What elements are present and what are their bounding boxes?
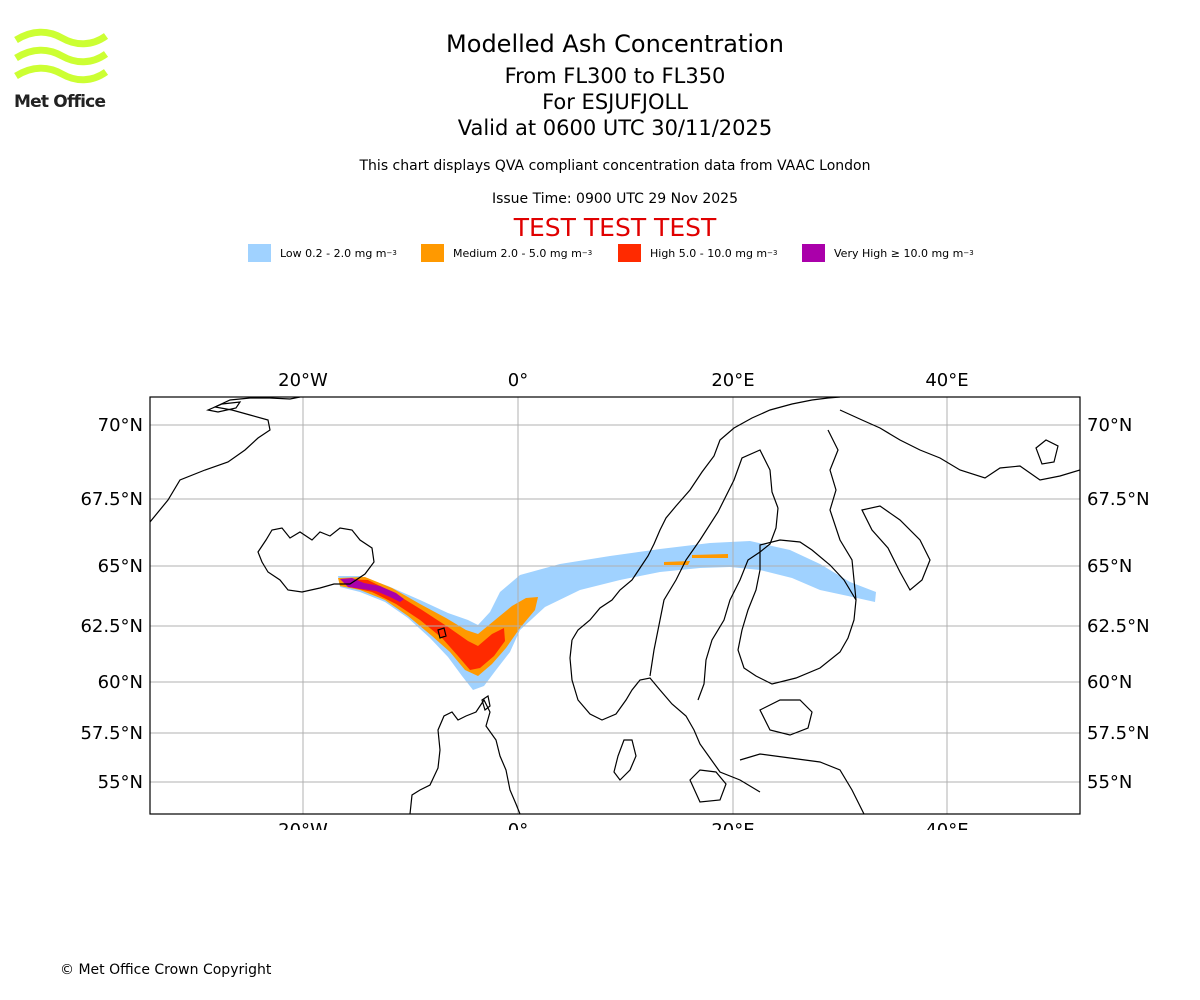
lon-tick-top: 40°E — [925, 370, 968, 391]
legend-unit-exponent: −3 — [386, 249, 397, 257]
ash-plume-very-high — [340, 578, 404, 602]
issue-time: Issue Time: 0900 UTC 29 Nov 2025 — [491, 191, 739, 207]
map-frame — [149, 396, 1081, 815]
legend-item-low: Low 0.2 - 2.0 mg m −3 — [248, 244, 397, 262]
latitude-ticks-left: 70°N 67.5°N 65°N 62.5°N 60°N 57.5°N 55°N — [80, 415, 143, 793]
lat-tick-left: 65°N — [98, 556, 143, 577]
lat-tick-right: 62.5°N — [1087, 616, 1150, 637]
lon-tick-top: 20°W — [278, 370, 328, 391]
copyright-notice: © Met Office Crown Copyright — [60, 962, 272, 978]
legend-swatch-medium — [421, 244, 444, 262]
ash-plume-high — [340, 579, 505, 670]
test-banner: TEST TEST TEST — [513, 213, 717, 242]
legend-label-high: High 5.0 - 10.0 mg m — [650, 246, 768, 260]
legend-swatch-low — [248, 244, 271, 262]
legend-label-low: Low 0.2 - 2.0 mg m — [280, 246, 387, 260]
compliance-note: This chart displays QVA compliant concen… — [359, 158, 871, 174]
legend-label-medium: Medium 2.0 - 5.0 mg m — [453, 246, 582, 260]
graticule — [150, 397, 1080, 814]
lat-tick-right: 60°N — [1087, 672, 1132, 693]
chart-title: Modelled Ash Concentration — [446, 30, 784, 58]
legend-item-high: High 5.0 - 10.0 mg m −3 — [618, 244, 777, 262]
lon-tick-top: 20°E — [711, 370, 754, 391]
legend-unit-exponent: −3 — [767, 249, 778, 257]
coastlines — [150, 397, 1080, 814]
legend-unit-exponent: −3 — [963, 249, 974, 257]
lon-tick-bottom: 0° — [508, 820, 528, 830]
lon-tick-bottom: 20°W — [278, 820, 328, 830]
lat-tick-left: 55°N — [98, 772, 143, 793]
met-office-wave-icon — [14, 28, 109, 84]
ash-patch-medium — [664, 554, 728, 565]
met-office-logo: Met Office — [14, 28, 109, 112]
lat-tick-left: 60°N — [98, 672, 143, 693]
logo-text: Met Office — [14, 92, 106, 112]
legend-item-medium: Medium 2.0 - 5.0 mg m −3 — [421, 244, 592, 262]
lat-tick-left: 57.5°N — [80, 723, 143, 744]
longitude-ticks-bottom: 20°W 0° 20°E 40°E — [278, 820, 968, 830]
lat-tick-left: 67.5°N — [80, 489, 143, 510]
volcano-name: For ESJUFJOLL — [542, 90, 688, 114]
lat-tick-right: 65°N — [1087, 556, 1132, 577]
flight-level-range: From FL300 to FL350 — [504, 64, 726, 88]
lat-tick-left: 70°N — [98, 415, 143, 436]
legend-unit-exponent: −3 — [581, 249, 593, 257]
legend-item-very-high: Very High ≥ 10.0 mg m −3 — [802, 244, 974, 262]
longitude-ticks-top: 20°W 0° 20°E 40°E — [278, 370, 968, 391]
legend-swatch-very-high — [802, 244, 825, 262]
lat-tick-left: 62.5°N — [80, 616, 143, 637]
lon-tick-top: 0° — [508, 370, 528, 391]
lat-tick-right: 57.5°N — [1087, 723, 1150, 744]
legend-swatch-high — [618, 244, 641, 262]
lat-tick-right: 67.5°N — [1087, 489, 1150, 510]
lat-tick-right: 70°N — [1087, 415, 1132, 436]
valid-time: Valid at 0600 UTC 30/11/2025 — [457, 116, 773, 140]
legend-label-very-high: Very High ≥ 10.0 mg m — [834, 246, 964, 260]
lon-tick-bottom: 40°E — [925, 820, 968, 830]
ash-concentration-map[interactable]: 20°W 0° 20°E 40°E 20°W 0° 20°E 40°E 70°N… — [0, 360, 1200, 830]
lon-tick-bottom: 20°E — [711, 820, 754, 830]
latitude-ticks-right: 70°N 67.5°N 65°N 62.5°N 60°N 57.5°N 55°N — [1087, 415, 1150, 793]
lat-tick-right: 55°N — [1087, 772, 1132, 793]
